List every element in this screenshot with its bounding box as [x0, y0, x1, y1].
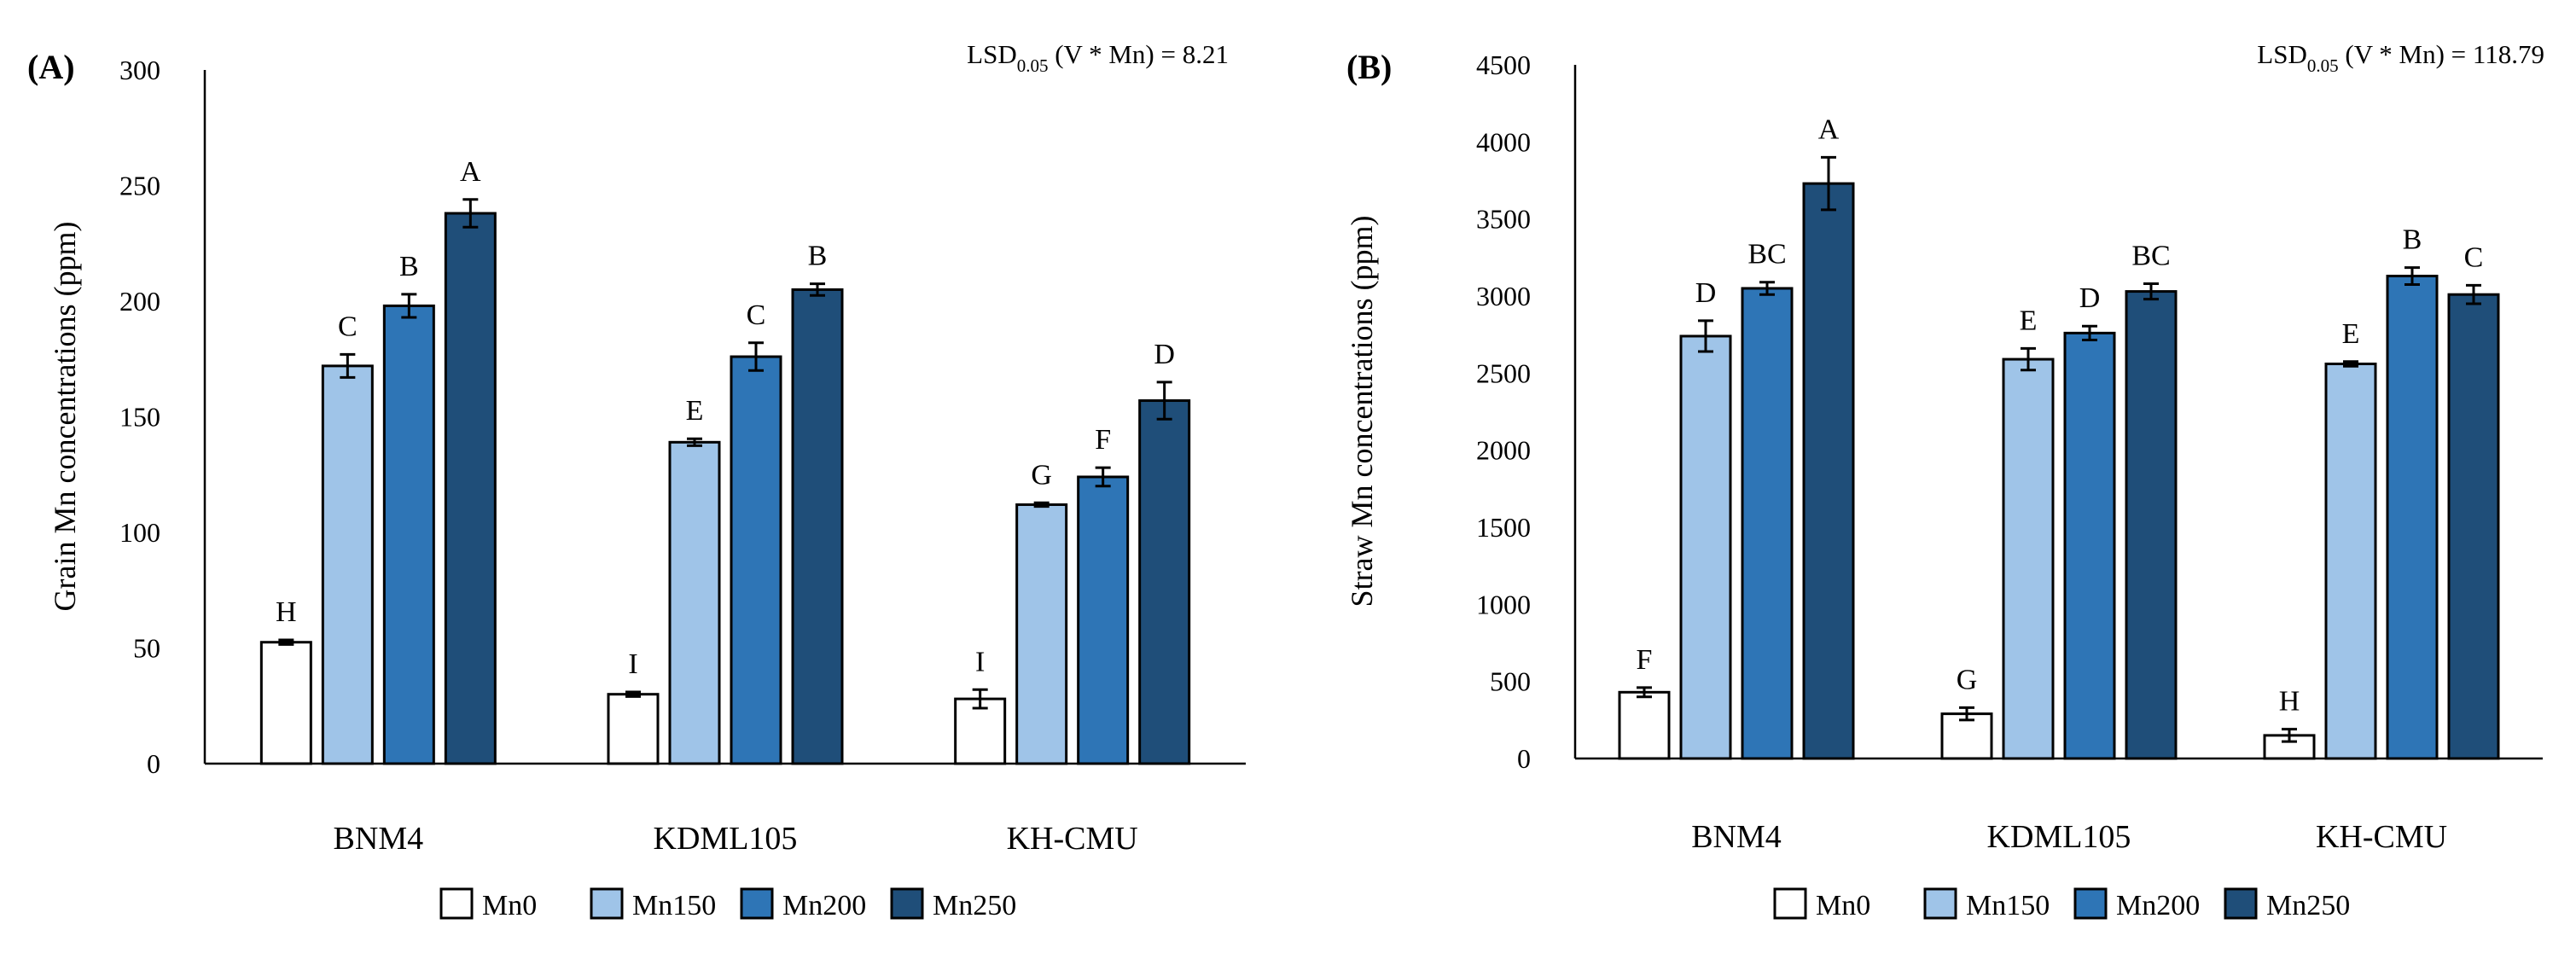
bar-mn250-kdml105 [791, 288, 844, 765]
bar-mn150-bnm4 [1679, 334, 1732, 760]
bar-mn0-bnm4 [259, 641, 312, 765]
y-tick-label: 50 [133, 633, 160, 664]
legend-swatch-mn150 [590, 887, 624, 920]
y-tick-label: 0 [1517, 743, 1531, 774]
bar-mn150-bnm4 [321, 364, 374, 765]
significance-letter: F [1095, 424, 1111, 456]
legend-swatch-mn200 [740, 887, 774, 920]
y-tick-label: 2500 [1476, 357, 1531, 388]
bar-mn0-kh-cmu [954, 697, 1007, 765]
legend-label: Mn200 [782, 890, 866, 921]
chart-panel-a: (A) Grain Mn concentrations (ppm) LSD0.0… [27, 39, 1246, 921]
significance-letter: BC [1747, 239, 1786, 270]
significance-letter: G [1957, 664, 1978, 695]
significance-letter: G [1031, 459, 1052, 491]
y-tick-label: 3500 [1476, 204, 1531, 235]
significance-letter: H [2279, 686, 2300, 718]
x-category-label: KDML105 [1987, 819, 2131, 855]
significance-letter: I [975, 646, 985, 677]
legend-swatch-mn250 [2224, 887, 2258, 920]
bar-mn200-kdml105 [730, 355, 782, 765]
significance-letter: C [747, 299, 766, 331]
significance-letter: BC [2131, 241, 2170, 272]
y-tick-label: 500 [1490, 666, 1531, 697]
bar-mn150-kdml105 [2002, 357, 2055, 760]
x-category-label: BNM4 [334, 821, 424, 857]
y-axis-label: Straw Mn concentrations (ppm) [1345, 216, 1379, 607]
y-tick-label: 4500 [1476, 49, 1531, 80]
significance-letter: B [399, 251, 419, 282]
x-category-label: KH-CMU [1007, 821, 1138, 857]
y-tick-label: 250 [119, 171, 160, 201]
bar-mn250-kh-cmu [2447, 293, 2500, 760]
significance-letter: D [1695, 277, 1717, 309]
bar-mn150-kh-cmu [2324, 362, 2377, 760]
significance-letter: C [2464, 241, 2484, 273]
significance-letter: B [2403, 224, 2422, 256]
x-category-label: KDML105 [654, 821, 798, 857]
legend-label: Mn150 [1966, 890, 2050, 921]
legend-label: Mn0 [1816, 890, 1870, 921]
bar-mn250-kdml105 [2125, 290, 2178, 760]
y-tick-label: 1500 [1476, 512, 1531, 543]
bar-mn150-kh-cmu [1015, 503, 1068, 765]
bar-mn0-kdml105 [607, 693, 660, 765]
y-tick-label: 2000 [1476, 435, 1531, 466]
lsd-annotation: LSD0.05 (V * Mn) = 118.79 [2257, 39, 2544, 76]
bar-mn0-bnm4 [1618, 690, 1671, 760]
bar-mn150-kdml105 [668, 440, 721, 765]
bar-mn250-bnm4 [1802, 182, 1855, 760]
significance-letter: F [1637, 644, 1653, 676]
legend-swatch-mn150 [1923, 887, 1957, 920]
x-category-label: BNM4 [1691, 819, 1782, 855]
significance-letter: A [1818, 113, 1840, 145]
y-tick-label: 100 [119, 517, 160, 548]
legend-label: Mn150 [632, 890, 716, 921]
significance-letter: E [686, 395, 704, 427]
bar-mn200-kh-cmu [1077, 475, 1130, 765]
y-tick-label: 3000 [1476, 281, 1531, 311]
x-category-label: KH-CMU [2316, 819, 2447, 855]
legend-swatch-mn250 [890, 887, 924, 920]
bar-mn200-kh-cmu [2386, 275, 2439, 760]
significance-letter: D [1154, 339, 1175, 370]
y-axis-label: Grain Mn concentrations (ppm) [48, 222, 82, 612]
legend-swatch-mn0 [1773, 887, 1807, 920]
significance-letter: H [276, 596, 297, 628]
bar-mn250-bnm4 [444, 212, 497, 765]
bar-mn200-bnm4 [1741, 287, 1794, 760]
legend-label: Mn0 [482, 890, 537, 921]
legend-label: Mn250 [2266, 890, 2350, 921]
y-tick-label: 1000 [1476, 589, 1531, 619]
lsd-annotation: LSD0.05 (V * Mn) = 8.21 [967, 39, 1229, 76]
bar-mn200-bnm4 [382, 304, 435, 765]
y-tick-label: 0 [147, 748, 160, 779]
y-tick-label: 150 [119, 402, 160, 433]
y-tick-label: 200 [119, 286, 160, 317]
significance-letter: E [2020, 305, 2038, 336]
significance-letter: I [628, 648, 637, 680]
significance-letter: D [2079, 282, 2101, 314]
y-tick-label: 4000 [1476, 126, 1531, 157]
legend-swatch-mn0 [439, 887, 474, 920]
significance-letter: C [338, 311, 358, 342]
legend-label: Mn250 [933, 890, 1016, 921]
significance-letter: A [460, 156, 481, 188]
legend-label: Mn200 [2116, 890, 2200, 921]
chart-panel-b: (B) Straw Mn concentrations (ppm) LSD0.0… [1345, 39, 2544, 921]
y-tick-label: 300 [119, 55, 160, 85]
bar-mn250-kh-cmu [1138, 399, 1191, 765]
panel-label: (A) [27, 48, 75, 86]
significance-letter: B [808, 241, 828, 272]
bar-mn200-kdml105 [2063, 331, 2116, 760]
legend-swatch-mn200 [2073, 887, 2108, 920]
panel-label: (B) [1346, 48, 1392, 86]
significance-letter: E [2342, 318, 2360, 350]
